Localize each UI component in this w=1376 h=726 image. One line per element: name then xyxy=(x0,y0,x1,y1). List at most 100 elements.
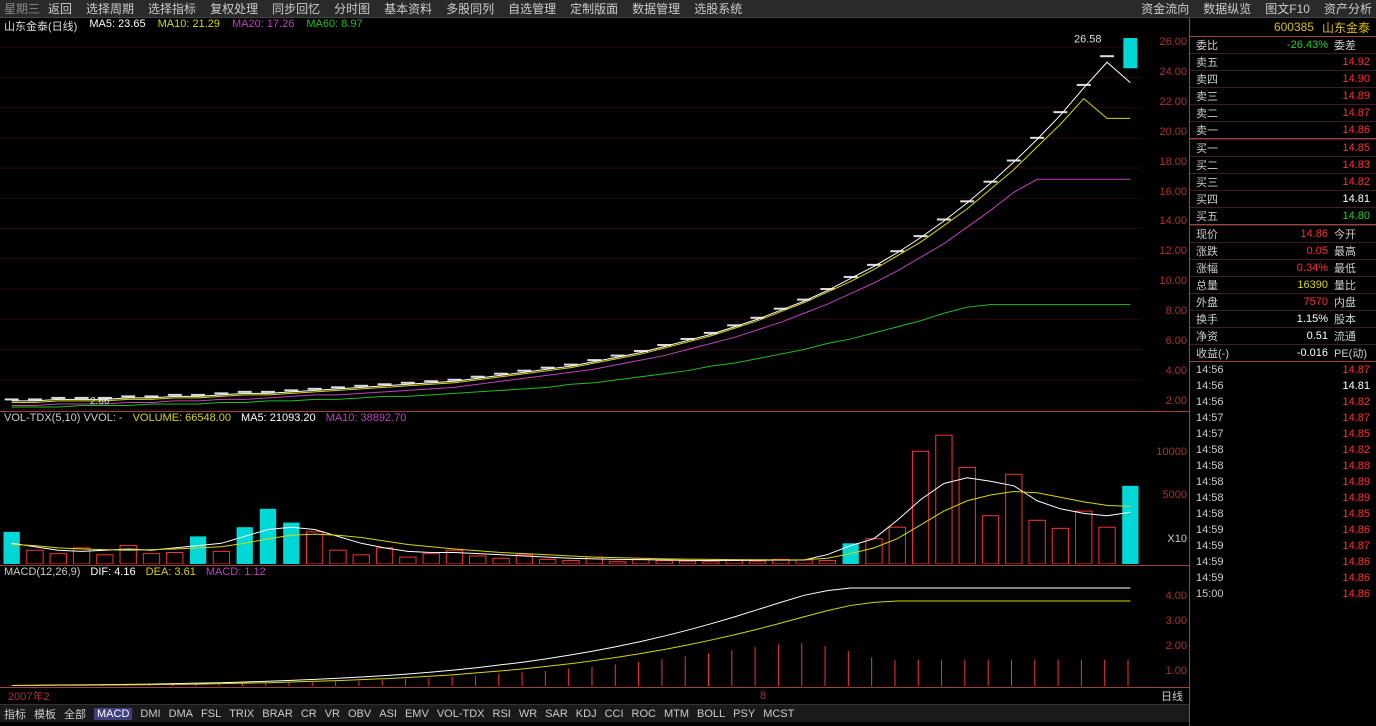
indicator-item[interactable]: BOLL xyxy=(697,708,725,720)
quote-value: 14.87 xyxy=(1236,107,1370,119)
tick-price: 14.88 xyxy=(1256,460,1370,472)
menu-item[interactable]: 选择周期 xyxy=(86,0,134,17)
quote-label2: 今开 xyxy=(1334,226,1370,242)
indicator-item[interactable]: VOL-TDX xyxy=(437,708,485,720)
indicator-item[interactable]: MCST xyxy=(763,708,794,720)
indicator-item[interactable]: VR xyxy=(325,708,340,720)
price-chart-pane[interactable]: 26.582.66 26.0024.0022.0020.0018.0016.00… xyxy=(0,32,1189,412)
right-menu-item[interactable]: 资产分析 xyxy=(1324,0,1372,17)
vol-ma5-label: MA5: 21093.20 xyxy=(241,412,316,426)
indicator-tab[interactable]: 指标 xyxy=(4,706,26,722)
tick-row: 14:5914.87 xyxy=(1190,538,1376,554)
stock-code: 600385 xyxy=(1274,20,1314,34)
quote-value: -0.016 xyxy=(1236,347,1328,359)
macd-value-label: MACD: 1.12 xyxy=(206,566,266,580)
quote-value: 0.51 xyxy=(1236,330,1328,342)
volume-chart-pane[interactable]: 100005000X10 xyxy=(0,426,1189,566)
indicator-item[interactable]: ASI xyxy=(379,708,397,720)
indicator-tab[interactable]: 模板 xyxy=(34,706,56,722)
menu-item[interactable]: 自选管理 xyxy=(508,0,556,17)
menu-item[interactable]: 复权处理 xyxy=(210,0,258,17)
tick-price: 14.85 xyxy=(1256,508,1370,520)
quote-label: 收益(-) xyxy=(1196,345,1236,361)
quote-row: 涨跌0.05最高 xyxy=(1190,242,1376,259)
date-mid: 8 xyxy=(760,690,766,702)
quote-row: 买二14.83 xyxy=(1190,156,1376,173)
tick-time: 14:59 xyxy=(1196,524,1256,536)
date-start: 2007年2 xyxy=(8,688,50,704)
quote-row: 卖三14.89 xyxy=(1190,87,1376,104)
tick-time: 14:59 xyxy=(1196,556,1256,568)
quote-label: 买四 xyxy=(1196,191,1236,207)
menu-item[interactable]: 同步回忆 xyxy=(272,0,320,17)
quote-label: 现价 xyxy=(1196,226,1236,242)
weekday-label: 星期三 xyxy=(4,0,40,17)
indicator-tab[interactable]: 全部 xyxy=(64,706,86,722)
dif-label: DIF: 4.16 xyxy=(90,566,135,580)
quote-label: 买二 xyxy=(1196,157,1236,173)
indicator-item[interactable]: MTM xyxy=(664,708,689,720)
macd-chart-pane[interactable]: 4.003.002.001.00 xyxy=(0,580,1189,688)
indicator-item[interactable]: EMV xyxy=(405,708,429,720)
quote-row: 买四14.81 xyxy=(1190,190,1376,207)
menu-item[interactable]: 返回 xyxy=(48,0,72,17)
indicator-item[interactable]: CR xyxy=(301,708,317,720)
quote-label2: 流通 xyxy=(1334,328,1370,344)
tick-price: 14.86 xyxy=(1256,556,1370,568)
stock-line-label: 山东金泰(日线) xyxy=(4,18,77,32)
menu-item[interactable]: 基本资料 xyxy=(384,0,432,17)
weibi-row: 委比 -26.43% 委差 xyxy=(1190,36,1376,53)
quote-label2: 股本 xyxy=(1334,311,1370,327)
indicator-item[interactable]: SAR xyxy=(545,708,568,720)
quote-label2: 量比 xyxy=(1334,277,1370,293)
menu-item[interactable]: 选股系统 xyxy=(694,0,742,17)
quote-row: 总量16390量比 xyxy=(1190,276,1376,293)
tick-list: 14:5614.8714:5614.8114:5614.8214:5714.87… xyxy=(1190,361,1376,726)
ma5-label: MA5: 23.65 xyxy=(89,18,145,32)
menu-item[interactable]: 选择指标 xyxy=(148,0,196,17)
quote-value: 7570 xyxy=(1236,296,1328,308)
quote-label: 卖四 xyxy=(1196,71,1236,87)
indicator-item[interactable]: OBV xyxy=(348,708,371,720)
quote-label: 买一 xyxy=(1196,140,1236,156)
tick-row: 14:5614.82 xyxy=(1190,394,1376,410)
volume-y-axis: 100005000X10 xyxy=(1143,426,1189,565)
indicator-item[interactable]: WR xyxy=(519,708,537,720)
menu-item[interactable]: 数据管理 xyxy=(632,0,680,17)
menu-item[interactable]: 分时图 xyxy=(334,0,370,17)
quote-label: 卖二 xyxy=(1196,105,1236,121)
quote-label: 换手 xyxy=(1196,311,1236,327)
indicator-item[interactable]: FSL xyxy=(201,708,221,720)
quote-label: 净资 xyxy=(1196,328,1236,344)
menu-item[interactable]: 多股同列 xyxy=(446,0,494,17)
menu-item[interactable]: 定制版面 xyxy=(570,0,618,17)
quote-row: 涨幅0.34%最低 xyxy=(1190,259,1376,276)
indicator-item[interactable]: RSI xyxy=(493,708,511,720)
quote-row: 买三14.82 xyxy=(1190,173,1376,190)
date-axis-row: 2007年2 8 日线 xyxy=(0,688,1189,704)
indicator-item[interactable]: TRIX xyxy=(229,708,254,720)
right-menu-item[interactable]: 数据纵览 xyxy=(1203,0,1251,17)
indicator-item[interactable]: DMA xyxy=(169,708,193,720)
quote-row: 净资0.51 流通 xyxy=(1190,327,1376,344)
indicator-item[interactable]: BRAR xyxy=(262,708,293,720)
ma20-label: MA20: 17.26 xyxy=(232,18,294,32)
tick-price: 14.86 xyxy=(1256,588,1370,600)
tick-price: 14.86 xyxy=(1256,524,1370,536)
indicator-item[interactable]: DMI xyxy=(140,708,160,720)
indicator-item[interactable]: ROC xyxy=(632,708,656,720)
right-menu-item[interactable]: 资金流向 xyxy=(1141,0,1189,17)
svg-text:26.58: 26.58 xyxy=(1074,33,1102,45)
quote-row: 卖五14.92 xyxy=(1190,53,1376,70)
indicator-item[interactable]: CCI xyxy=(605,708,624,720)
quote-label2: 最低 xyxy=(1334,260,1370,276)
tick-price: 14.87 xyxy=(1256,412,1370,424)
weicha-label: 委差 xyxy=(1334,37,1370,53)
indicator-item[interactable]: PSY xyxy=(733,708,755,720)
svg-text:2.66: 2.66 xyxy=(90,396,110,407)
quote-row: 外盘7570内盘 xyxy=(1190,293,1376,310)
stock-title-row: 600385 山东金泰 xyxy=(1190,18,1376,36)
right-menu-item[interactable]: 图文F10 xyxy=(1265,0,1310,17)
indicator-item[interactable]: KDJ xyxy=(576,708,597,720)
indicator-item[interactable]: MACD xyxy=(94,708,132,720)
